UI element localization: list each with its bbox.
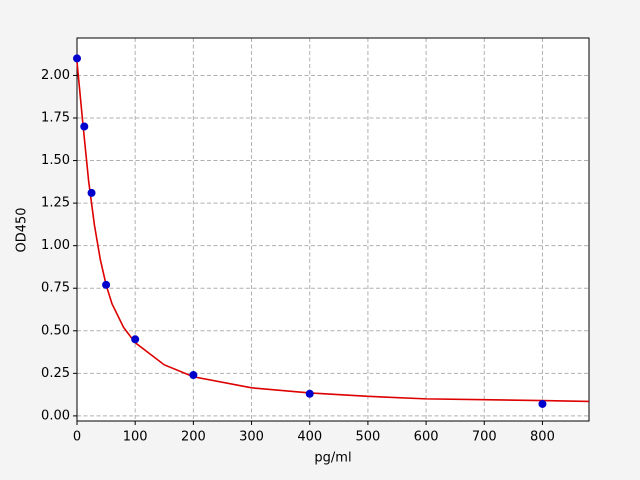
y-axis-label: OD450 [15,207,30,252]
y-tick-label: 1.00 [41,238,70,253]
data-point [131,335,140,344]
x-tick-label: 600 [414,430,439,445]
data-point [87,188,96,197]
x-tick-label: 300 [239,430,264,445]
y-tick-label: 0.50 [41,323,70,338]
y-tick-label: 0.00 [41,408,70,423]
y-tick-label: 1.25 [41,196,70,211]
x-tick-label: 400 [297,430,322,445]
x-tick-label: 800 [530,430,555,445]
data-point [305,389,314,398]
x-tick-label: 700 [472,430,497,445]
fit-curve [76,61,590,403]
data-point [538,399,547,408]
x-tick-label: 200 [181,430,206,445]
x-tick-label: 100 [123,430,148,445]
data-point [189,371,198,380]
y-tick-label: 0.75 [41,281,70,296]
x-tick-label: 0 [73,430,81,445]
y-tick-label: 1.75 [41,111,70,126]
data-point [73,54,81,63]
data-point [80,122,89,131]
y-tick-label: 2.00 [41,68,70,83]
y-tick-label: 0.25 [41,366,70,381]
plot-frame [76,37,590,422]
x-tick-label: 500 [355,430,380,445]
data-point [102,280,111,289]
x-axis-label: pg/ml [314,451,351,466]
y-tick-label: 1.50 [41,153,70,168]
plot-area [77,38,589,421]
